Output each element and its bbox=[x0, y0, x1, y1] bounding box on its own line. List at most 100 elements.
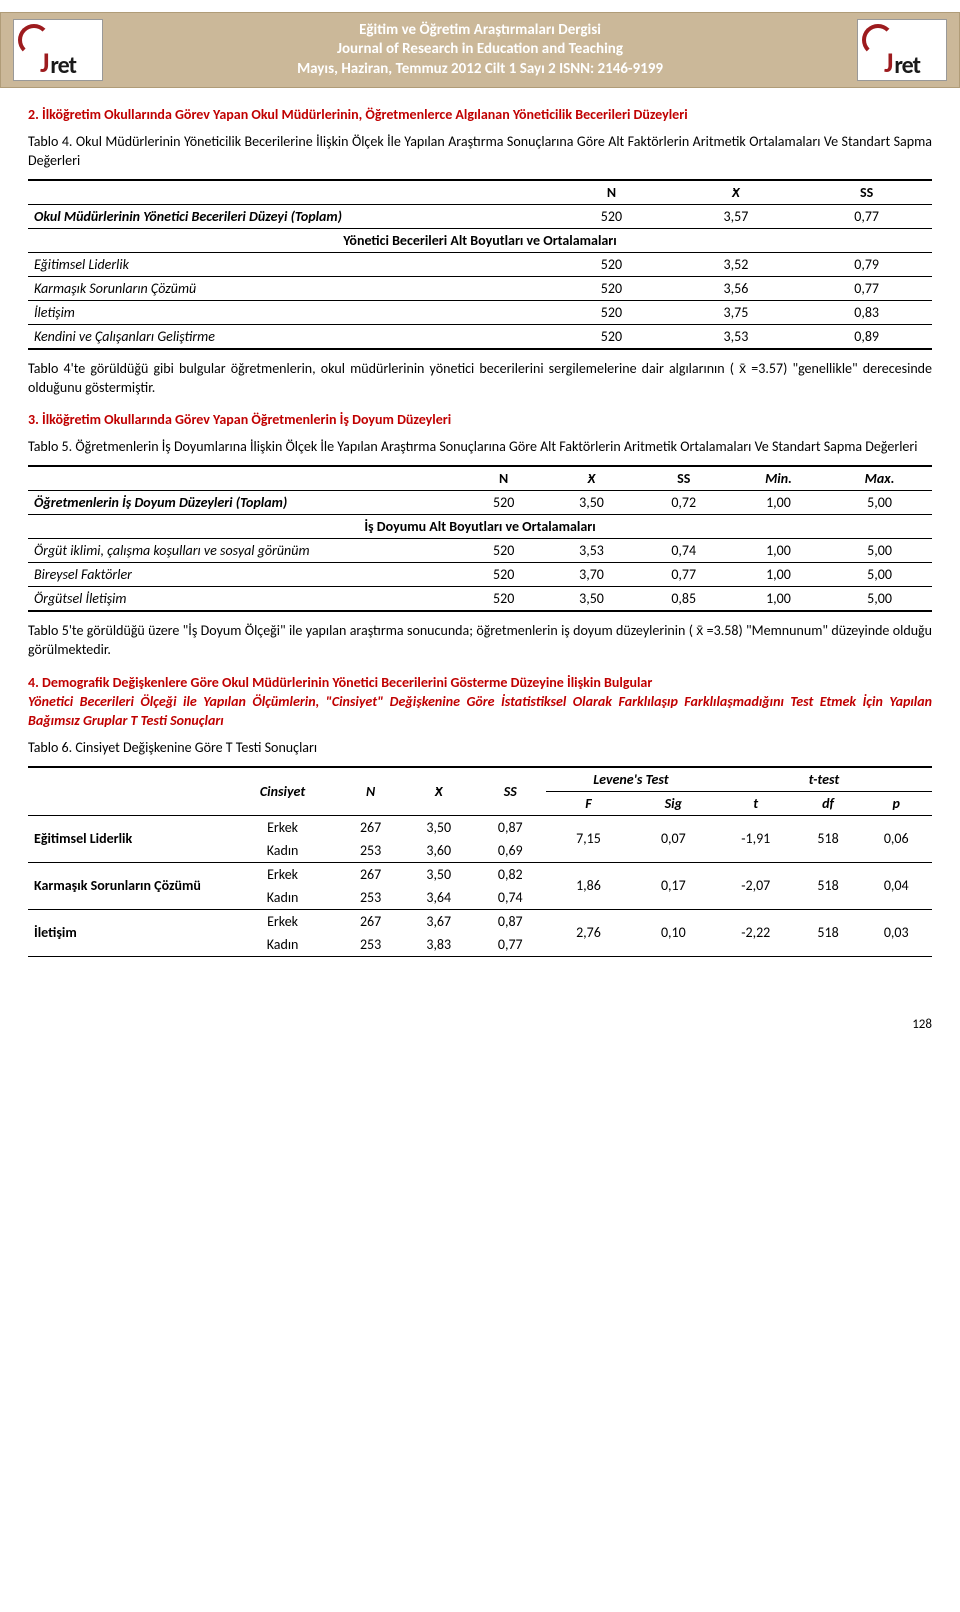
t4-total-ss: 0,77 bbox=[801, 204, 932, 228]
t6-g1-t: -2,07 bbox=[716, 862, 796, 909]
t6-g0-r1-n: 253 bbox=[338, 839, 403, 863]
t6-g1-label: Karmaşık Sorunların Çözümü bbox=[28, 862, 227, 909]
t4-r1-n: 520 bbox=[552, 276, 670, 300]
t6-h-x: X bbox=[435, 783, 443, 800]
t6-g1-F: 1,86 bbox=[546, 862, 631, 909]
t4-subcaption: Yönetici Becerileri Alt Boyutları ve Ort… bbox=[28, 228, 932, 252]
t6-h-p: p bbox=[860, 791, 932, 815]
t6-g1-r0-x: 3,50 bbox=[403, 862, 475, 886]
t5-r2-x: 3,50 bbox=[545, 587, 637, 612]
t5-total-min: 1,00 bbox=[730, 491, 827, 515]
journal-logo-right: J ret bbox=[857, 19, 947, 81]
t6-g2-df: 518 bbox=[796, 909, 861, 956]
t6-h-df: df bbox=[796, 791, 861, 815]
t6-g2-r1-g: Kadın bbox=[227, 933, 338, 957]
t6-g1-df: 518 bbox=[796, 862, 861, 909]
t6-g0-label: Eğitimsel Liderlik bbox=[28, 815, 227, 862]
t5-r0-mn: 1,00 bbox=[730, 539, 827, 563]
t5-col-x: X bbox=[588, 470, 596, 487]
logo-ret: ret bbox=[50, 51, 76, 80]
t6-g2-Sig: 0,10 bbox=[631, 909, 716, 956]
t4-r1-s: 0,77 bbox=[801, 276, 932, 300]
t6-g1-r1-g: Kadın bbox=[227, 886, 338, 910]
t6-h-Sig: Sig bbox=[631, 791, 716, 815]
t6-g1-r1-n: 253 bbox=[338, 886, 403, 910]
t6-g1-r0-s: 0,82 bbox=[475, 862, 547, 886]
t5-total-x: 3,50 bbox=[545, 491, 637, 515]
t4-r2-x: 3,75 bbox=[671, 300, 802, 324]
t5-r2-s: 0,85 bbox=[638, 587, 730, 612]
t6-h-ss: SS bbox=[475, 767, 547, 816]
t6-g2-r1-x: 3,83 bbox=[403, 933, 475, 957]
t5-r1-n: 520 bbox=[462, 563, 545, 587]
t4-r0-s: 0,79 bbox=[801, 252, 932, 276]
table6: Cinsiyet N X SS Levene's Test t-test F S… bbox=[28, 766, 932, 957]
t5-col-n: N bbox=[462, 466, 545, 491]
t5-r2-mn: 1,00 bbox=[730, 587, 827, 612]
t4-total-xbar: 3,57 bbox=[671, 204, 802, 228]
col-xbar: X bbox=[732, 184, 740, 201]
t4-r2-label: İletişim bbox=[28, 300, 552, 324]
t4-r3-s: 0,89 bbox=[801, 324, 932, 349]
t6-g1-r0-n: 267 bbox=[338, 862, 403, 886]
t6-g1-p: 0,04 bbox=[860, 862, 932, 909]
t6-g0-r0-n: 267 bbox=[338, 815, 403, 839]
t5-total-n: 520 bbox=[462, 491, 545, 515]
t6-g1-r0-g: Erkek bbox=[227, 862, 338, 886]
t5-col-ss: SS bbox=[638, 466, 730, 491]
t4-r0-n: 520 bbox=[552, 252, 670, 276]
t5-r1-mn: 1,00 bbox=[730, 563, 827, 587]
t6-g2-r1-n: 253 bbox=[338, 933, 403, 957]
t5-total-max: 5,00 bbox=[827, 491, 932, 515]
table6-caption: Tablo 6. Cinsiyet Değişkenine Göre T Tes… bbox=[28, 739, 932, 758]
header-line2: Journal of Research in Education and Tea… bbox=[113, 40, 847, 60]
table5-caption: Tablo 5. Öğretmenlerin İş Doyumlarına İl… bbox=[28, 438, 932, 457]
t5-r1-mx: 5,00 bbox=[827, 563, 932, 587]
t6-g0-r1-s: 0,69 bbox=[475, 839, 547, 863]
t6-g0-Sig: 0,07 bbox=[631, 815, 716, 862]
t4-r0-x: 3,52 bbox=[671, 252, 802, 276]
t4-total-label: Okul Müdürlerinin Yönetici Becerileri Dü… bbox=[28, 204, 552, 228]
t5-col-max: Max. bbox=[827, 466, 932, 491]
t4-r2-s: 0,83 bbox=[801, 300, 932, 324]
t4-total-n: 520 bbox=[552, 204, 670, 228]
t6-g2-r0-s: 0,87 bbox=[475, 909, 547, 933]
journal-header: J ret Eğitim ve Öğretim Araştırmaları De… bbox=[0, 12, 960, 88]
col-ss: SS bbox=[801, 180, 932, 205]
t5-r0-mx: 5,00 bbox=[827, 539, 932, 563]
col-n: N bbox=[552, 180, 670, 205]
section4-subtitle: Yönetici Becerileri Ölçeği ile Yapılan Ö… bbox=[28, 693, 932, 729]
t5-col-min: Min. bbox=[730, 466, 827, 491]
t6-h-cins: Cinsiyet bbox=[227, 767, 338, 816]
section4-title-line1: 4. Demografik Değişkenlere Göre Okul Müd… bbox=[28, 674, 652, 691]
t6-g2-F: 2,76 bbox=[546, 909, 631, 956]
t6-g0-r0-x: 3,50 bbox=[403, 815, 475, 839]
t5-r1-l: Bireysel Faktörler bbox=[28, 563, 462, 587]
t4-r3-label: Kendini ve Çalışanları Geliştirme bbox=[28, 324, 552, 349]
t4-r2-n: 520 bbox=[552, 300, 670, 324]
t6-g0-r0-g: Erkek bbox=[227, 815, 338, 839]
table5: N X SS Min. Max. Öğretmenlerin İş Doyum … bbox=[28, 465, 932, 612]
t6-g2-r1-s: 0,77 bbox=[475, 933, 547, 957]
section4-title: 4. Demografik Değişkenlere Göre Okul Müd… bbox=[28, 674, 932, 731]
t6-h-F: F bbox=[546, 791, 631, 815]
logo-ret: ret bbox=[894, 51, 920, 80]
table4-caption: Tablo 4. Okul Müdürlerinin Yöneticilik B… bbox=[28, 133, 932, 171]
t6-g1-r1-s: 0,74 bbox=[475, 886, 547, 910]
section3-title: 3. İlköğretim Okullarında Görev Yapan Öğ… bbox=[28, 411, 932, 430]
t6-g1-r1-x: 3,64 bbox=[403, 886, 475, 910]
t6-g0-t: -1,91 bbox=[716, 815, 796, 862]
t4-r1-x: 3,56 bbox=[671, 276, 802, 300]
header-titles: Eğitim ve Öğretim Araştırmaları Dergisi … bbox=[103, 21, 857, 80]
t6-g0-p: 0,06 bbox=[860, 815, 932, 862]
t6-g1-Sig: 0,17 bbox=[631, 862, 716, 909]
journal-logo-left: J ret bbox=[13, 19, 103, 81]
section3-para: Tablo 5'te görüldüğü üzere "İş Doyum Ölç… bbox=[28, 622, 932, 660]
t6-g0-df: 518 bbox=[796, 815, 861, 862]
t6-g2-p: 0,03 bbox=[860, 909, 932, 956]
t4-r3-n: 520 bbox=[552, 324, 670, 349]
t6-h-n: N bbox=[338, 767, 403, 816]
t6-g0-F: 7,15 bbox=[546, 815, 631, 862]
t4-r0-label: Eğitimsel Liderlik bbox=[28, 252, 552, 276]
header-line1: Eğitim ve Öğretim Araştırmaları Dergisi bbox=[113, 21, 847, 41]
